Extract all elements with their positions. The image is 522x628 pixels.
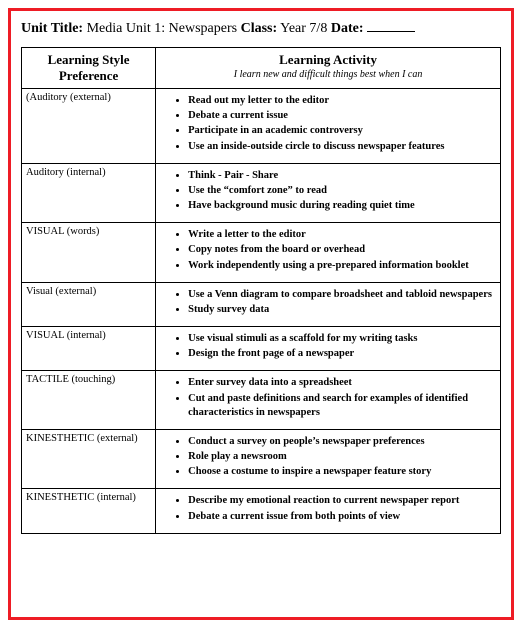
preference-cell: VISUAL (internal) [22,327,156,371]
activity-cell: Write a letter to the editorCopy notes f… [156,223,501,283]
activity-item: Read out my letter to the editor [188,94,496,108]
table-row: (Auditory (external)Read out my letter t… [22,89,501,164]
col2-header: Learning Activity I learn new and diffic… [156,48,501,89]
preference-cell: KINESTHETIC (external) [22,429,156,489]
activity-cell: Think - Pair - ShareUse the “comfort zon… [156,163,501,223]
col1-header-text: Learning Style Preference [48,52,130,83]
activity-cell: Read out my letter to the editorDebate a… [156,89,501,164]
activity-cell: Use visual stimuli as a scaffold for my … [156,327,501,371]
table-row: VISUAL (words)Write a letter to the edit… [22,223,501,283]
preference-cell: TACTILE (touching) [22,371,156,430]
col1-header: Learning Style Preference [22,48,156,89]
activity-list: Use visual stimuli as a scaffold for my … [160,332,496,361]
activity-cell: Conduct a survey on people’s newspaper p… [156,429,501,489]
activity-item: Role play a newsroom [188,450,496,464]
activity-item: Conduct a survey on people’s newspaper p… [188,435,496,449]
activity-item: Enter survey data into a spreadsheet [188,376,496,390]
activity-item: Have background music during reading qui… [188,199,496,213]
activity-list: Use a Venn diagram to compare broadsheet… [160,288,496,317]
table-row: VISUAL (internal) Use visual stimuli as a… [22,327,501,371]
table-row: KINESTHETIC (internal) Describe my emotio… [22,489,501,533]
table-row: Auditory (internal)Think - Pair - ShareU… [22,163,501,223]
learning-table: Learning Style Preference Learning Activ… [21,47,501,534]
table-header-row: Learning Style Preference Learning Activ… [22,48,501,89]
activity-item: Work independently using a pre-prepared … [188,259,496,273]
activity-item: Debate a current issue [188,109,496,123]
activity-list: Think - Pair - ShareUse the “comfort zon… [160,169,496,214]
activity-item: Describe my emotional reaction to curren… [188,494,496,508]
activity-list: Read out my letter to the editorDebate a… [160,94,496,154]
class-value: Year 7/8 [280,21,327,36]
activity-cell: Describe my emotional reaction to curren… [156,489,501,533]
preference-cell: (Auditory (external) [22,89,156,164]
framed-content: Unit Title: Media Unit 1: Newspapers Cla… [8,8,514,620]
class-label: Class: [241,21,278,36]
activity-item: Debate a current issue from both points … [188,510,496,524]
activity-list: Write a letter to the editorCopy notes f… [160,228,496,273]
activity-item: Use visual stimuli as a scaffold for my … [188,332,496,346]
table-body: (Auditory (external)Read out my letter t… [22,89,501,534]
activity-item: Cut and paste definitions and search for… [188,392,496,420]
activity-item: Copy notes from the board or overhead [188,243,496,257]
table-row: Visual (external) Use a Venn diagram to c… [22,282,501,326]
activity-list: Enter survey data into a spreadsheet Cut … [160,376,496,420]
activity-item: Study survey data [188,303,496,317]
activity-item: Use a Venn diagram to compare broadsheet… [188,288,496,302]
col2-header-text: Learning Activity [279,52,377,67]
activity-cell: Use a Venn diagram to compare broadsheet… [156,282,501,326]
activity-item: Participate in an academic controversy [188,124,496,138]
date-blank [367,31,415,32]
activity-cell: Enter survey data into a spreadsheet Cut … [156,371,501,430]
activity-list: Conduct a survey on people’s newspaper p… [160,435,496,480]
activity-item: Use the “comfort zone” to read [188,184,496,198]
activity-item: Design the front page of a newspaper [188,347,496,361]
table-row: TACTILE (touching)Enter survey data into… [22,371,501,430]
col2-subheader: I learn new and difficult things best wh… [158,69,498,80]
preference-cell: VISUAL (words) [22,223,156,283]
activity-list: Describe my emotional reaction to curren… [160,494,496,523]
date-label: Date: [331,21,364,36]
activity-item: Think - Pair - Share [188,169,496,183]
unit-header: Unit Title: Media Unit 1: Newspapers Cla… [21,21,501,37]
table-row: KINESTHETIC (external) Conduct a survey o… [22,429,501,489]
page-container: Unit Title: Media Unit 1: Newspapers Cla… [0,0,522,628]
activity-item: Use an inside-outside circle to discuss … [188,140,496,154]
activity-item: Choose a costume to inspire a newspaper … [188,465,496,479]
preference-cell: Auditory (internal) [22,163,156,223]
activity-item: Write a letter to the editor [188,228,496,242]
preference-cell: KINESTHETIC (internal) [22,489,156,533]
unit-title-label: Unit Title: [21,21,83,36]
preference-cell: Visual (external) [22,282,156,326]
unit-title-value: Media Unit 1: Newspapers [87,21,237,36]
